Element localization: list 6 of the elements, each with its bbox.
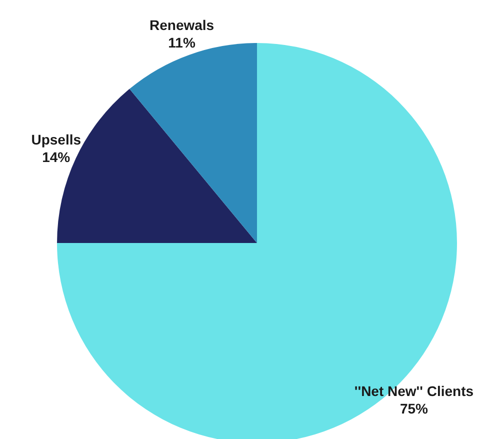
data-label: 14% — [42, 148, 71, 165]
data-label: 11% — [168, 34, 196, 50]
slice-label: Renewals — [150, 16, 214, 33]
data-label: 75% — [400, 400, 429, 416]
slice-label: ''Net New'' Clients — [354, 382, 474, 399]
slice-label: Upsells — [31, 131, 82, 148]
